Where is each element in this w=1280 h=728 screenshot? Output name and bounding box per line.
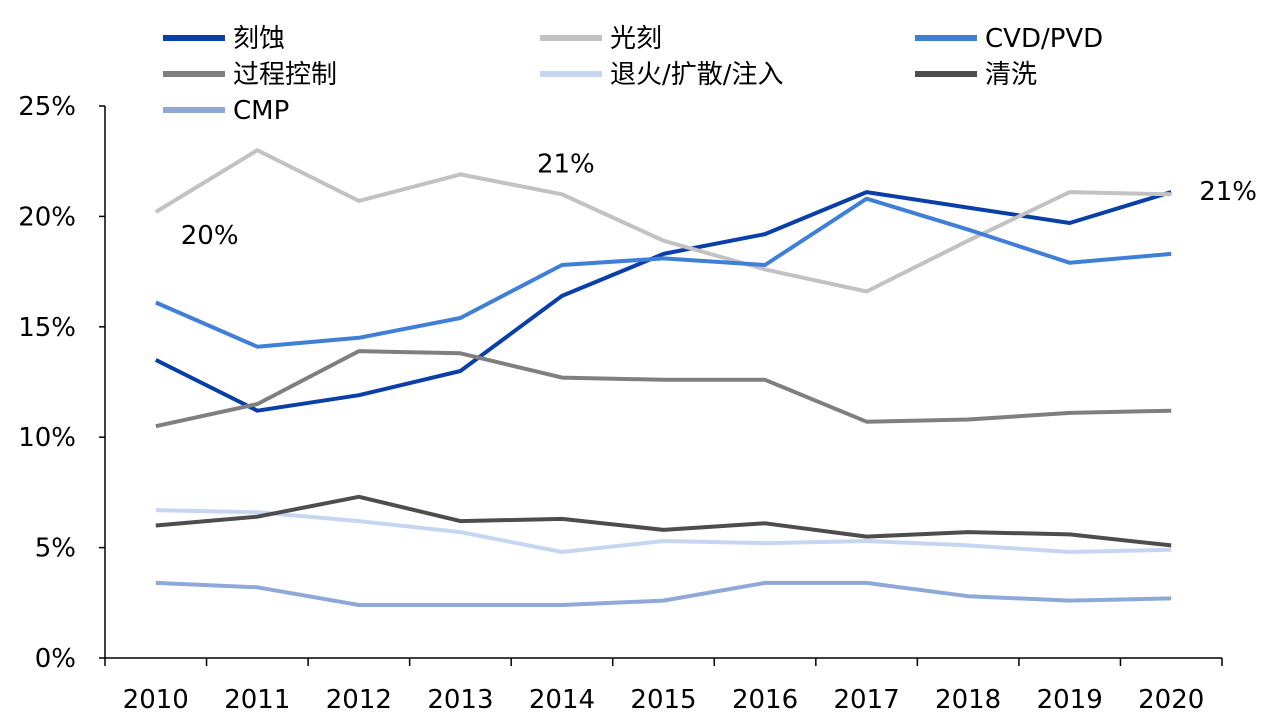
x-tick-label: 2012 xyxy=(326,685,392,715)
legend-label: CVD/PVD xyxy=(985,24,1103,54)
series-line-0 xyxy=(154,190,1172,413)
y-tick-label: 25% xyxy=(18,92,76,122)
series-line-1 xyxy=(154,148,1172,294)
series-line-3 xyxy=(155,349,1172,429)
x-tick-label: 2013 xyxy=(427,685,493,715)
legend-label: 清洗 xyxy=(985,60,1037,90)
legend-label: 过程控制 xyxy=(233,60,337,90)
y-tick-label: 0% xyxy=(35,644,76,674)
y-tick-label: 10% xyxy=(18,423,76,453)
legend-label: 刻蚀 xyxy=(233,24,285,54)
x-tick-label: 2018 xyxy=(935,685,1001,715)
x-tick-label: 2017 xyxy=(834,685,900,715)
x-tick-label: 2016 xyxy=(732,685,798,715)
x-tick-label: 2014 xyxy=(529,685,595,715)
legend-label: 光刻 xyxy=(610,24,662,54)
legend-label: CMP xyxy=(233,96,289,126)
x-tick-label: 2011 xyxy=(224,685,290,715)
series-line-2 xyxy=(155,196,1172,349)
x-tick-label: 2020 xyxy=(1138,685,1204,715)
legend-label: 退火/扩散/注入 xyxy=(610,60,784,90)
series-line-6 xyxy=(155,580,1172,607)
y-tick-label: 20% xyxy=(18,202,76,232)
data-label: 21% xyxy=(1199,177,1257,207)
y-tick-label: 15% xyxy=(18,313,76,343)
x-tick-label: 2019 xyxy=(1037,685,1103,715)
y-tick-label: 5% xyxy=(35,534,76,564)
data-label: 21% xyxy=(537,149,595,179)
x-tick-label: 2015 xyxy=(630,685,696,715)
series-line-5 xyxy=(155,494,1172,548)
series-line-4 xyxy=(155,508,1172,554)
data-label: 20% xyxy=(181,221,239,251)
x-tick-label: 2010 xyxy=(123,685,189,715)
